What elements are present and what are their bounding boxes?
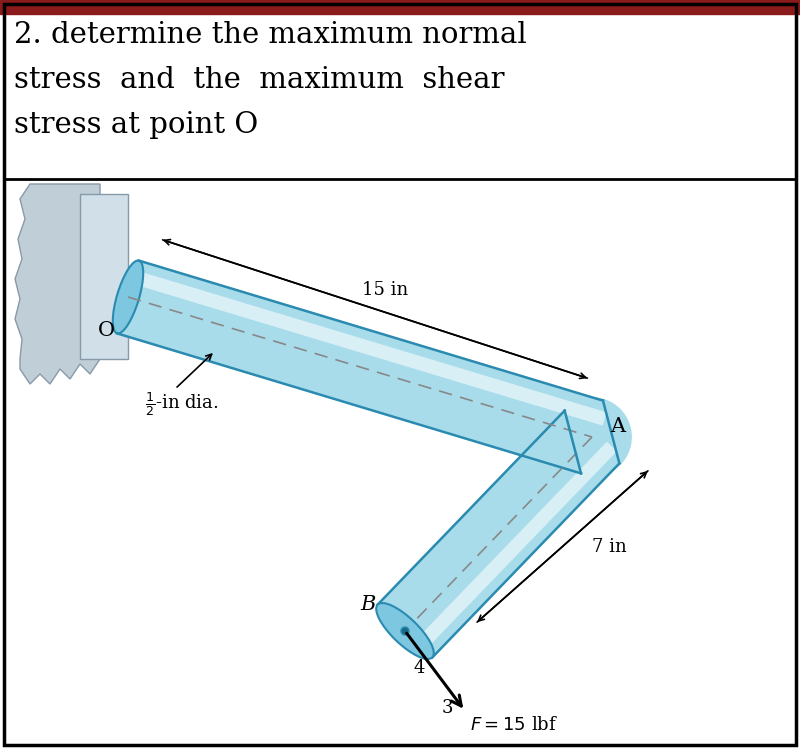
Text: 15 in: 15 in (362, 281, 408, 299)
Text: $\frac{1}{2}$-in dia.: $\frac{1}{2}$-in dia. (145, 390, 218, 418)
Polygon shape (15, 184, 100, 384)
Bar (0, 0, 800, 14)
Text: 2. determine the maximum normal: 2. determine the maximum normal (14, 21, 526, 49)
Text: A: A (610, 417, 625, 437)
Text: stress  and  the  maximum  shear: stress and the maximum shear (14, 66, 505, 94)
Text: 3: 3 (442, 699, 453, 717)
Text: $F = 15$ lbf: $F = 15$ lbf (470, 716, 558, 734)
Text: stress at point O: stress at point O (14, 111, 258, 139)
Text: O: O (98, 321, 115, 341)
Ellipse shape (113, 261, 143, 333)
Circle shape (401, 627, 409, 635)
Polygon shape (117, 261, 603, 473)
Polygon shape (378, 410, 619, 658)
Text: B: B (360, 595, 375, 613)
Ellipse shape (376, 603, 434, 659)
Text: 4: 4 (413, 659, 424, 677)
Circle shape (552, 397, 632, 477)
Text: 7 in: 7 in (593, 538, 627, 556)
Bar (80, 194, 128, 359)
